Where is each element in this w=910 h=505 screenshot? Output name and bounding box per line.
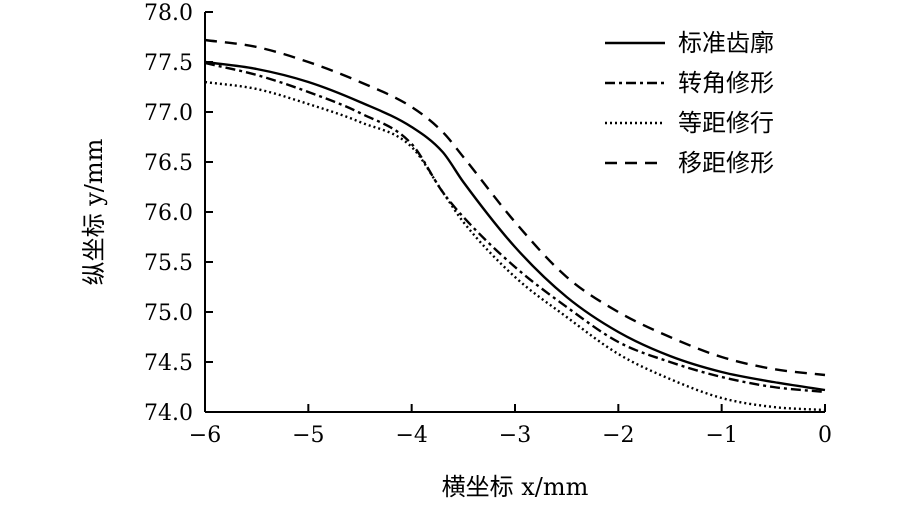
x-tick-label: 0: [818, 423, 832, 448]
legend-label-1: 标准齿廓: [678, 29, 774, 57]
x-tick-label: −2: [602, 423, 634, 448]
y-tick-label: 74.5: [144, 351, 193, 376]
y-tick-label: 77.5: [144, 51, 193, 76]
y-tick-label: 76.0: [144, 201, 193, 226]
y-tick-label: 75.5: [144, 251, 193, 276]
series-lines: [204, 38, 826, 412]
x-tick-label: −4: [395, 423, 427, 448]
y-axis-title: 纵坐标 y/mm: [80, 138, 108, 285]
x-tick-label: −3: [499, 423, 531, 448]
y-tick-label: 78.0: [144, 1, 193, 26]
series-line-3: [204, 80, 826, 412]
y-tick-label: 74.0: [144, 401, 193, 426]
axes: −6 −5 −4 −3 −2 −1 0 74.0 74.5 75.0 75.5 76.0 76.5 77.…: [144, 1, 832, 448]
x-axis-title: 横坐标 x/mm: [442, 473, 589, 501]
y-tick-label: 76.5: [144, 151, 193, 176]
series-line-1: [204, 60, 826, 392]
y-tick-label: 75.0: [144, 301, 193, 326]
series-line-2: [204, 61, 826, 394]
x-tick-label: −5: [292, 423, 324, 448]
legend-label-3: 等距修行: [678, 109, 774, 137]
legend-label-2: 转角修形: [678, 69, 774, 97]
x-tick-label: −6: [189, 423, 221, 448]
legend-label-4: 移距修形: [678, 149, 774, 177]
x-tick-label: −1: [705, 423, 737, 448]
y-tick-label: 77.0: [144, 101, 193, 126]
